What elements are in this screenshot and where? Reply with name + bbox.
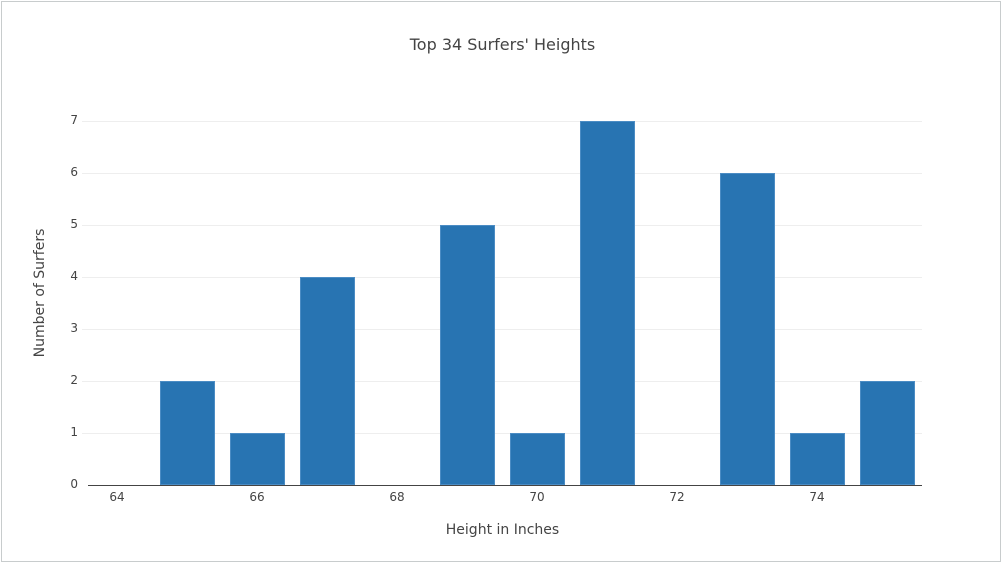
- bar-70[interactable]: [509, 433, 565, 485]
- plot-area: [82, 102, 922, 486]
- y-gridline: [82, 225, 922, 226]
- y-tick-label: 6: [70, 165, 78, 180]
- y-gridline: [82, 433, 922, 434]
- bar-75[interactable]: [859, 381, 915, 485]
- y-tick-label: 7: [70, 113, 78, 128]
- y-tick-label: 1: [70, 425, 78, 440]
- y-gridline: [82, 121, 922, 122]
- x-tick-label: 66: [249, 490, 265, 504]
- x-axis-line: [88, 485, 922, 486]
- y-gridline: [82, 381, 922, 382]
- y-gridline: [82, 277, 922, 278]
- x-tick-label: 64: [109, 490, 125, 504]
- x-axis-title: Height in Inches: [445, 522, 560, 538]
- x-tick-label: 74: [809, 490, 825, 504]
- x-tick-label: 72: [669, 490, 685, 504]
- y-tick-label: 2: [70, 373, 78, 388]
- x-tick-label: 68: [389, 490, 405, 504]
- bar-65[interactable]: [159, 381, 215, 485]
- y-tick-label: 4: [70, 269, 78, 284]
- chart-title: Top 34 Surfers' Heights: [409, 35, 596, 54]
- bar-73[interactable]: [719, 173, 775, 485]
- y-tick-label: 3: [70, 321, 78, 336]
- bar-66[interactable]: [229, 433, 285, 485]
- bar-67[interactable]: [299, 277, 355, 485]
- bar-69[interactable]: [439, 225, 495, 485]
- bar-71[interactable]: [579, 121, 635, 485]
- bar-74[interactable]: [789, 433, 845, 485]
- y-tick-label: 5: [70, 217, 78, 232]
- y-gridline: [82, 329, 922, 330]
- x-tick-label: 70: [529, 490, 545, 504]
- y-tick-label: 0: [70, 477, 78, 491]
- y-gridline: [82, 173, 922, 174]
- y-axis-title: Number of Surfers: [32, 228, 48, 358]
